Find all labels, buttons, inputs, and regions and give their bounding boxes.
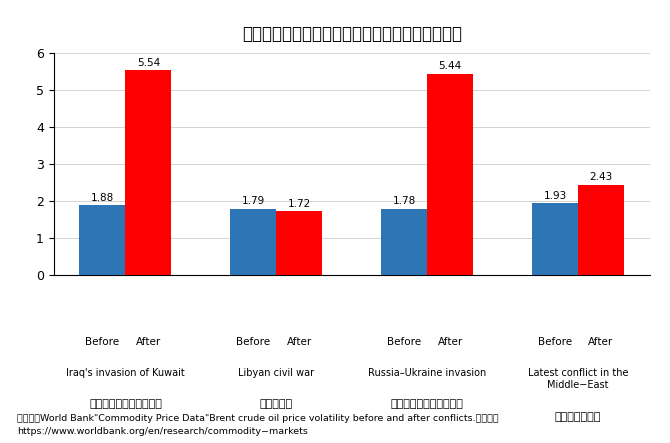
Bar: [125, 70, 172, 275]
Text: After: After: [588, 337, 614, 347]
Text: After: After: [136, 337, 161, 347]
Text: https://www.worldbank.org/en/research/commodity−markets: https://www.worldbank.org/en/research/co…: [17, 427, 308, 436]
Text: After: After: [287, 337, 312, 347]
Text: After: After: [438, 337, 463, 347]
Text: 1.78: 1.78: [393, 196, 416, 206]
Text: ロシアのウクライナ侵攻: ロシアのウクライナ侵攻: [391, 399, 464, 409]
Text: Libyan civil war: Libyan civil war: [239, 368, 314, 378]
Text: 5.44: 5.44: [439, 61, 462, 71]
Text: リビア内線: リビア内線: [260, 399, 293, 409]
Text: Iraq's invasion of Kuwait: Iraq's invasion of Kuwait: [66, 368, 185, 378]
Text: Russia–Ukraine invasion: Russia–Ukraine invasion: [368, 368, 486, 378]
Text: Latest conflict in the
Middle−East: Latest conflict in the Middle−East: [528, 368, 628, 390]
Text: 1.79: 1.79: [242, 196, 265, 206]
Text: 5.54: 5.54: [137, 58, 160, 68]
Title: 主な紛争前後のブレント原油価格の変動率（％）: 主な紛争前後のブレント原油価格の変動率（％）: [242, 25, 462, 43]
Bar: [381, 209, 427, 275]
Bar: [578, 185, 624, 275]
Text: Before: Before: [538, 337, 572, 347]
Text: Before: Before: [237, 337, 271, 347]
Text: Before: Before: [85, 337, 119, 347]
Bar: [230, 209, 276, 275]
Text: 最近の中東紛争: 最近の中東紛争: [555, 412, 601, 422]
Text: 2.43: 2.43: [590, 172, 612, 183]
Bar: [532, 203, 578, 275]
Bar: [427, 74, 473, 275]
Text: （出典）World Bank"Commodity Price Data"Brent crude oil price volatility before and : （出典）World Bank"Commodity Price Data"Bren…: [17, 414, 498, 423]
Text: 1.88: 1.88: [91, 193, 114, 203]
Text: 1.72: 1.72: [287, 198, 311, 209]
Text: 1.93: 1.93: [543, 191, 567, 201]
Text: Before: Before: [387, 337, 421, 347]
Bar: [276, 211, 322, 275]
Text: イラクのクウェート侵攻: イラクのクウェート侵攻: [89, 399, 162, 409]
Bar: [80, 205, 125, 275]
